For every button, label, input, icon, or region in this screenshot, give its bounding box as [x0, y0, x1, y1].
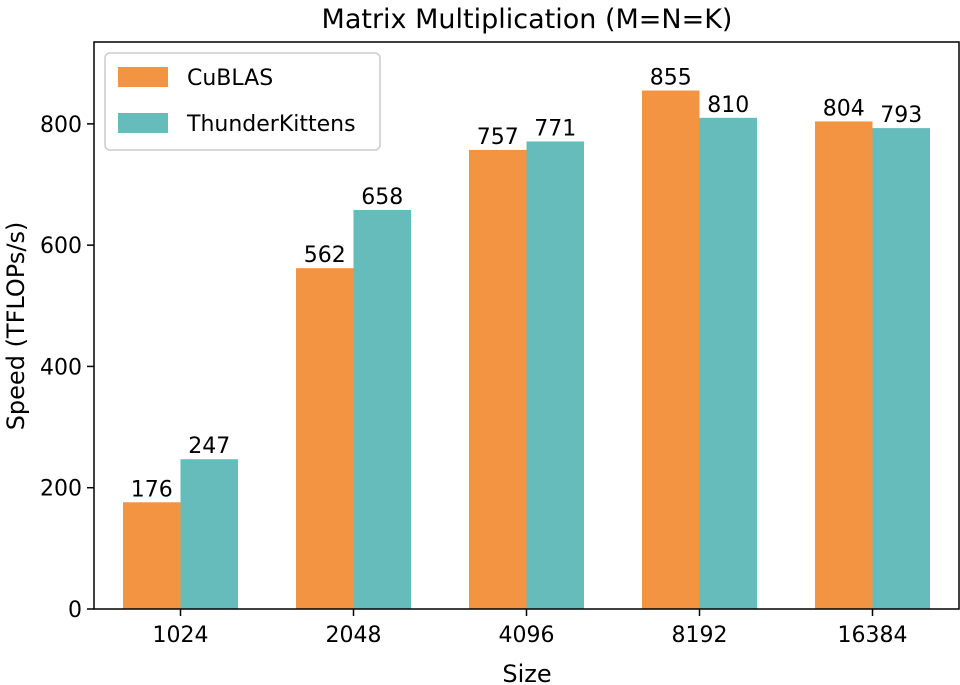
legend-label-thunderkittens: ThunderKittens	[186, 112, 356, 137]
legend: CuBLAS ThunderKittens	[104, 52, 381, 151]
bar-cublas-1024	[123, 502, 181, 609]
chart-title: Matrix Multiplication (M=N=K)	[322, 4, 733, 35]
legend-label-cublas: CuBLAS	[187, 66, 273, 91]
y-tick-label: 0	[68, 598, 82, 623]
y-tick-label: 200	[40, 477, 82, 502]
data-label-thunderkittens-8192: 810	[707, 93, 749, 118]
y-tick-label: 400	[40, 355, 82, 380]
legend-swatch-cublas	[118, 67, 168, 87]
data-label-thunderkittens-4096: 771	[534, 116, 576, 141]
bar-cublas-16384	[815, 121, 873, 609]
plot-area: 176 562 757 855 804 247 658 771 810 793	[123, 66, 930, 610]
data-label-thunderkittens-2048: 658	[361, 185, 403, 210]
bar-thunderkittens-8192	[699, 117, 757, 610]
x-tick-label: 2048	[326, 623, 382, 648]
data-label-cublas-4096: 757	[477, 125, 519, 150]
x-axis: 1024 2048 4096 8192 16384	[153, 609, 908, 648]
bar-cublas-4096	[469, 149, 527, 609]
x-axis-label: Size	[502, 660, 551, 685]
bar-cublas-8192	[642, 90, 700, 609]
y-axis-label: Speed (TFLOPs/s)	[2, 222, 30, 431]
x-tick-label: 16384	[838, 623, 908, 648]
x-tick-label: 4096	[499, 623, 555, 648]
y-tick-label: 600	[40, 234, 82, 259]
bar-thunderkittens-4096	[526, 141, 584, 610]
data-label-cublas-8192: 855	[650, 66, 692, 91]
x-tick-label: 1024	[153, 623, 209, 648]
y-tick-label: 800	[40, 113, 82, 138]
data-label-cublas-1024: 176	[131, 477, 173, 502]
data-label-thunderkittens-16384: 793	[880, 103, 922, 128]
bar-thunderkittens-16384	[872, 128, 930, 609]
x-tick-label: 8192	[672, 623, 728, 648]
data-label-thunderkittens-1024: 247	[188, 434, 230, 459]
bar-thunderkittens-1024	[180, 459, 238, 609]
legend-box	[104, 52, 381, 151]
data-label-cublas-2048: 562	[304, 243, 346, 268]
y-axis: 0 200 400 600 800	[40, 113, 94, 623]
bar-thunderkittens-2048	[353, 209, 411, 609]
legend-swatch-thunderkittens	[118, 113, 168, 133]
bar-cublas-2048	[296, 268, 354, 609]
data-label-cublas-16384: 804	[823, 96, 865, 121]
